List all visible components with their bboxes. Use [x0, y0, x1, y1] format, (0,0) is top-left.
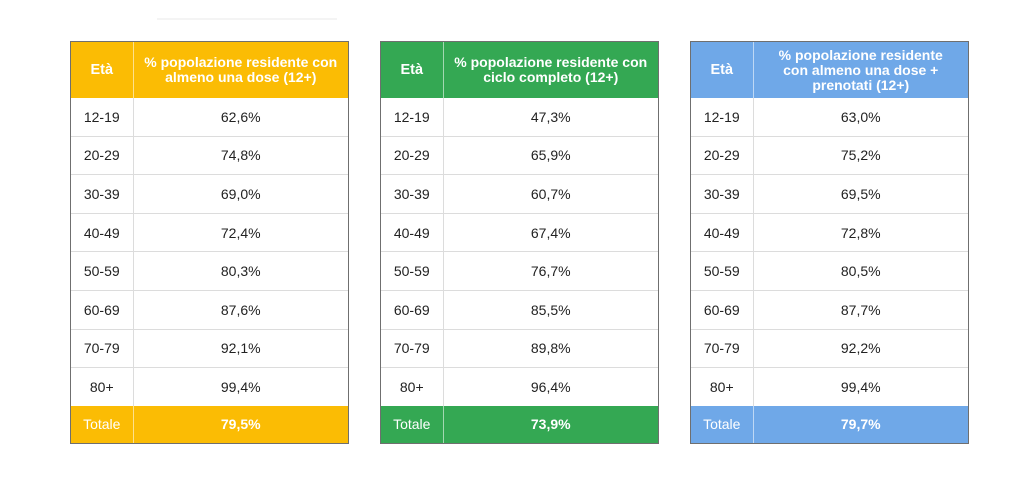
value-cell: 75,2% [752, 135, 968, 175]
value-cell: 99,4% [752, 367, 968, 406]
value-cell: 67,4% [442, 212, 658, 252]
total-value: 79,7% [752, 405, 968, 443]
value-cell: 96,4% [442, 367, 658, 406]
total-value: 79,5% [132, 405, 348, 443]
age-column-header: Età [710, 61, 734, 78]
table-row: 12-19 63,0% [691, 98, 968, 137]
table-row: 60-69 85,5% [381, 289, 658, 330]
table-first-dose: Età % popolazione residente con almeno u… [70, 41, 349, 444]
age-cell: 60-69 [381, 289, 443, 330]
value-cell: 72,4% [132, 212, 348, 252]
age-cell: 12-19 [393, 108, 430, 125]
total-label: Totale [393, 416, 431, 433]
header-row: Età % popolazione residente con almeno u… [71, 42, 348, 98]
table-row: 80+ 99,4% [691, 367, 968, 406]
table-row: 20-29 74,8% [71, 135, 348, 175]
value-cell: 92,1% [132, 328, 348, 368]
value-cell: 87,7% [752, 289, 968, 330]
age-cell: 70-79 [381, 328, 443, 368]
value-cell: 92,2% [752, 328, 968, 368]
header-row: Età % popolazione residente con ciclo co… [381, 42, 658, 98]
age-cell: 80+ [691, 367, 753, 406]
total-value: 73,9% [442, 405, 658, 443]
value-cell: 85,5% [442, 289, 658, 330]
table-row: 40-49 67,4% [381, 212, 658, 252]
table-row: 70-79 92,2% [691, 328, 968, 368]
age-cell: 12-19 [703, 108, 740, 125]
table-row: 50-59 80,3% [71, 251, 348, 291]
table-row: 30-39 60,7% [381, 174, 658, 214]
total-label: Totale [83, 416, 121, 433]
table-row: 20-29 65,9% [381, 135, 658, 175]
age-cell: 50-59 [691, 251, 753, 291]
table-row: 40-49 72,8% [691, 212, 968, 252]
age-cell: 40-49 [381, 212, 443, 252]
table-row: 30-39 69,0% [71, 174, 348, 214]
table-row: 70-79 89,8% [381, 328, 658, 368]
value-cell: 63,0% [752, 98, 968, 137]
metric-column-header: % popolazione residente con almeno una d… [752, 42, 968, 98]
vaccination-table-first-dose: Età % popolazione residente con almeno u… [71, 42, 348, 443]
table-row: 12-19 62,6% [71, 98, 348, 137]
age-cell: 20-29 [691, 135, 753, 175]
age-cell: 30-39 [71, 174, 133, 214]
age-cell: 80+ [381, 367, 443, 406]
value-cell: 60,7% [442, 174, 658, 214]
table-row: 80+ 99,4% [71, 367, 348, 406]
table-row: 60-69 87,7% [691, 289, 968, 330]
faint-divider [157, 18, 337, 20]
age-cell: 70-79 [691, 328, 753, 368]
value-cell: 65,9% [442, 135, 658, 175]
value-cell: 89,8% [442, 328, 658, 368]
value-cell: 76,7% [442, 251, 658, 291]
value-cell: 80,5% [752, 251, 968, 291]
age-cell: 50-59 [381, 251, 443, 291]
age-cell: 80+ [71, 367, 133, 406]
age-cell: 40-49 [691, 212, 753, 252]
table-full-cycle: Età % popolazione residente con ciclo co… [380, 41, 659, 444]
table-dose-plus-booked: Età % popolazione residente con almeno u… [690, 41, 969, 444]
value-cell: 99,4% [132, 367, 348, 406]
age-cell: 70-79 [71, 328, 133, 368]
total-row: Totale 79,7% [691, 405, 968, 443]
value-cell: 80,3% [132, 251, 348, 291]
value-cell: 69,0% [132, 174, 348, 214]
value-cell: 87,6% [132, 289, 348, 330]
age-cell: 50-59 [71, 251, 133, 291]
table-row: 40-49 72,4% [71, 212, 348, 252]
value-cell: 62,6% [132, 98, 348, 137]
age-cell: 20-29 [71, 135, 133, 175]
total-row: Totale 73,9% [381, 405, 658, 443]
value-cell: 72,8% [752, 212, 968, 252]
table-row: 50-59 80,5% [691, 251, 968, 291]
value-cell: 69,5% [752, 174, 968, 214]
metric-column-header: % popolazione residente con ciclo comple… [442, 42, 658, 98]
table-row: 12-19 47,3% [381, 98, 658, 137]
table-row: 50-59 76,7% [381, 251, 658, 291]
header-row: Età % popolazione residente con almeno u… [691, 42, 968, 98]
age-cell: 12-19 [83, 108, 120, 125]
vaccination-table-full-cycle: Età % popolazione residente con ciclo co… [381, 42, 658, 443]
age-cell: 20-29 [381, 135, 443, 175]
total-label: Totale [703, 416, 741, 433]
vaccination-table-dose-plus-booked: Età % popolazione residente con almeno u… [691, 42, 968, 443]
age-cell: 40-49 [71, 212, 133, 252]
total-row: Totale 79,5% [71, 405, 348, 443]
age-column-header: Età [90, 61, 114, 78]
value-cell: 47,3% [442, 98, 658, 137]
table-row: 20-29 75,2% [691, 135, 968, 175]
table-row: 80+ 96,4% [381, 367, 658, 406]
age-cell: 30-39 [691, 174, 753, 214]
value-cell: 74,8% [132, 135, 348, 175]
age-cell: 60-69 [691, 289, 753, 330]
age-column-header: Età [400, 61, 424, 78]
age-cell: 60-69 [71, 289, 133, 330]
metric-column-header: % popolazione residente con almeno una d… [132, 42, 348, 98]
table-row: 70-79 92,1% [71, 328, 348, 368]
age-cell: 30-39 [381, 174, 443, 214]
table-row: 30-39 69,5% [691, 174, 968, 214]
table-row: 60-69 87,6% [71, 289, 348, 330]
